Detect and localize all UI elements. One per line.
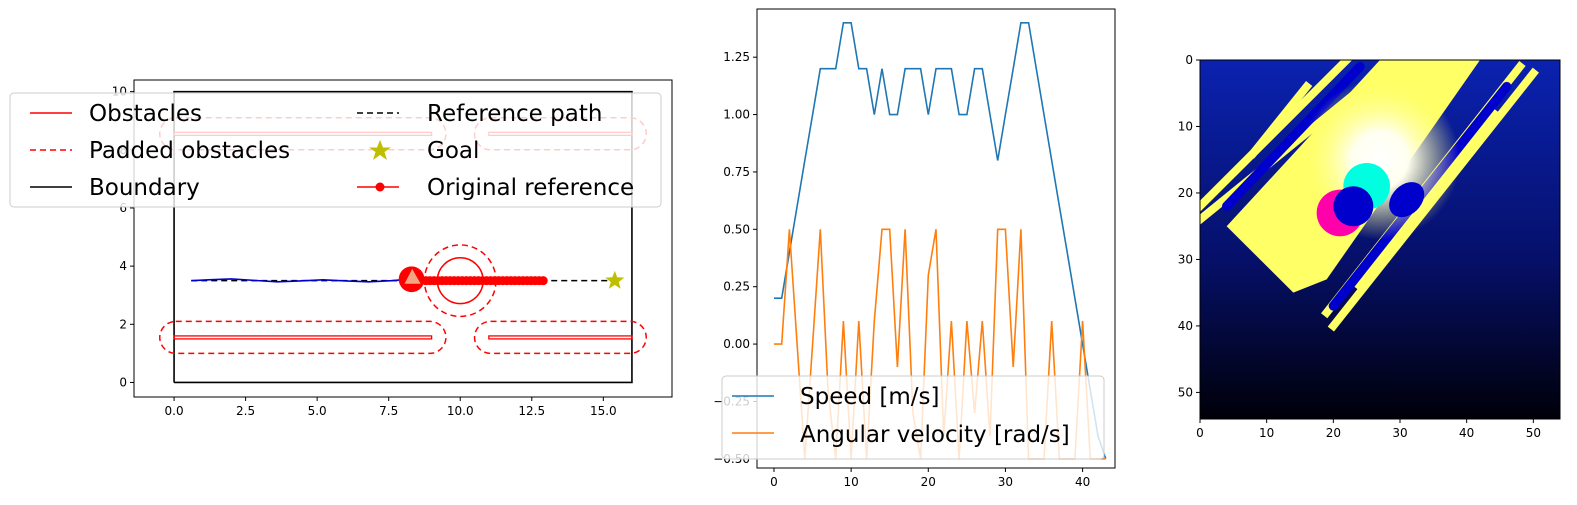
- image-x-ticks: 0 10 20 30 40 50: [1196, 419, 1541, 440]
- velocity-legend: Speed [m/s] Angular velocity [rad/s]: [721, 375, 1105, 460]
- image-xtick-label: 50: [1526, 426, 1541, 440]
- robot-heading: [404, 268, 421, 284]
- image-ytick-label: 10: [1178, 119, 1193, 133]
- map-legend: Obstacles Padded obstacles Boundary Refe…: [9, 92, 662, 208]
- velocity-xtick-label: 10: [843, 475, 858, 489]
- image-ytick-label: 30: [1178, 252, 1193, 266]
- image-xtick-label: 30: [1392, 426, 1407, 440]
- map-xtick-label: 15.0: [590, 404, 617, 418]
- map-xtick-label: 5.0: [308, 404, 327, 418]
- lane-gap: [1221, 61, 1365, 211]
- legend-goal-label: Goal: [427, 138, 479, 164]
- map-ytick-label: 6: [119, 201, 127, 215]
- legend-padded-label: Padded obstacles: [89, 138, 290, 164]
- velocity-ytick-label: 1.00: [723, 108, 750, 122]
- image-xtick-label: 10: [1259, 426, 1274, 440]
- legend-original-dot: [375, 182, 385, 192]
- velocity-xtick-label: 0: [770, 475, 778, 489]
- map-legend-box: [9, 92, 662, 208]
- velocity-ytick-label: 0.50: [723, 222, 750, 236]
- image-ytick-label: 0: [1185, 53, 1193, 67]
- legend-boundary-label: Boundary: [89, 175, 200, 201]
- map-xtick-label: 10.0: [447, 404, 474, 418]
- map-ytick-label: 0: [119, 375, 127, 389]
- velocity-ytick-label: 1.25: [723, 50, 750, 64]
- image-ytick-label: 40: [1178, 319, 1193, 333]
- map-ytick-label: 4: [119, 259, 127, 273]
- speed-series-line: [774, 21, 1107, 460]
- map-ytick-label: 2: [119, 317, 127, 331]
- legend-speed-label: Speed [m/s]: [800, 384, 940, 410]
- legend-angular-label: Angular velocity [rad/s]: [800, 422, 1070, 448]
- velocity-xtick-label: 30: [998, 475, 1013, 489]
- image-ytick-label: 50: [1178, 385, 1193, 399]
- velocity-legend-box: [721, 375, 1105, 460]
- map-xtick-label: 12.5: [518, 404, 545, 418]
- padded-obstacle: [159, 320, 447, 355]
- obstacle: [173, 335, 433, 340]
- velocity-ytick-label: 0.00: [723, 337, 750, 351]
- image-axes-frame: [1199, 59, 1561, 420]
- legend-reference-label: Reference path: [427, 101, 602, 127]
- goal-star: [605, 270, 625, 289]
- map-xtick-label: 0.0: [165, 404, 184, 418]
- legend-goal-star: [369, 140, 391, 160]
- obstacle: [488, 335, 633, 340]
- robot-trajectory: [191, 278, 409, 283]
- occupancy-image: 0 10 20 30 40 50 0 10 20 30 40 50: [1178, 53, 1561, 440]
- image-content: [1200, 60, 1560, 419]
- map-x-ticks: 0.0 2.5 5.0 7.5 10.0 12.5 15.0: [165, 397, 617, 418]
- legend-obstacles-label: Obstacles: [89, 101, 202, 127]
- image-xtick-label: 40: [1459, 426, 1474, 440]
- image-ytick-label: 20: [1178, 186, 1193, 200]
- lane-stripe: [1247, 80, 1313, 159]
- velocity-x-ticks: 0 10 20 30 40: [770, 468, 1090, 489]
- legend-original-label: Original reference: [427, 175, 634, 201]
- velocity-ytick-label: 0.25: [723, 280, 750, 294]
- image-y-ticks: 0 10 20 30 40 50: [1178, 53, 1200, 399]
- original-reference-point: [538, 276, 548, 286]
- image-xtick-label: 0: [1196, 426, 1204, 440]
- obstacle-region-left: [1333, 186, 1374, 227]
- velocity-ytick-label: 0.75: [723, 165, 750, 179]
- map-xtick-label: 7.5: [379, 404, 398, 418]
- velocity-xtick-label: 20: [921, 475, 936, 489]
- padded-obstacle: [473, 320, 647, 355]
- map-xtick-label: 2.5: [236, 404, 255, 418]
- velocity-xtick-label: 40: [1075, 475, 1090, 489]
- obstacle-region-right: [1389, 182, 1425, 218]
- image-xtick-label: 20: [1326, 426, 1341, 440]
